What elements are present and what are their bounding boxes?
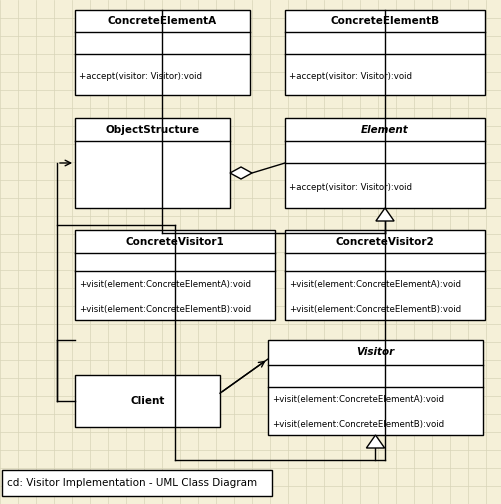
Bar — [75, 375, 220, 427]
Bar — [75, 230, 275, 320]
Bar — [285, 118, 485, 208]
Bar — [285, 10, 485, 95]
Text: Element: Element — [361, 124, 409, 135]
Bar — [75, 10, 250, 95]
Text: +visit(element:ConcreteElementB):void: +visit(element:ConcreteElementB):void — [272, 420, 444, 428]
Text: Visitor: Visitor — [356, 347, 395, 357]
Text: ConcreteVisitor2: ConcreteVisitor2 — [336, 237, 434, 246]
Bar — [285, 230, 485, 320]
Text: +visit(element:ConcreteElementB):void: +visit(element:ConcreteElementB):void — [289, 304, 461, 313]
Bar — [75, 118, 230, 208]
Text: +accept(visitor: Visitor):void: +accept(visitor: Visitor):void — [289, 183, 412, 193]
Text: +visit(element:ConcreteElementA):void: +visit(element:ConcreteElementA):void — [289, 280, 461, 289]
Text: cd: Visitor Implementation - UML Class Diagram: cd: Visitor Implementation - UML Class D… — [7, 478, 257, 488]
Text: ObjectStructure: ObjectStructure — [105, 124, 199, 135]
Text: Client: Client — [130, 396, 165, 406]
Polygon shape — [230, 167, 252, 179]
Text: ConcreteElementB: ConcreteElementB — [331, 16, 439, 26]
Text: +accept(visitor: Visitor):void: +accept(visitor: Visitor):void — [79, 72, 202, 81]
Bar — [268, 340, 483, 435]
Polygon shape — [366, 435, 385, 448]
Text: +accept(visitor: Visitor):void: +accept(visitor: Visitor):void — [289, 72, 412, 81]
Bar — [2, 470, 272, 496]
Text: ConcreteElementA: ConcreteElementA — [108, 16, 217, 26]
Text: +visit(element:ConcreteElementA):void: +visit(element:ConcreteElementA):void — [272, 396, 444, 405]
Text: +visit(element:ConcreteElementA):void: +visit(element:ConcreteElementA):void — [79, 280, 251, 289]
Polygon shape — [376, 208, 394, 221]
Text: ConcreteVisitor1: ConcreteVisitor1 — [126, 237, 224, 246]
Text: +visit(element:ConcreteElementB):void: +visit(element:ConcreteElementB):void — [79, 304, 251, 313]
